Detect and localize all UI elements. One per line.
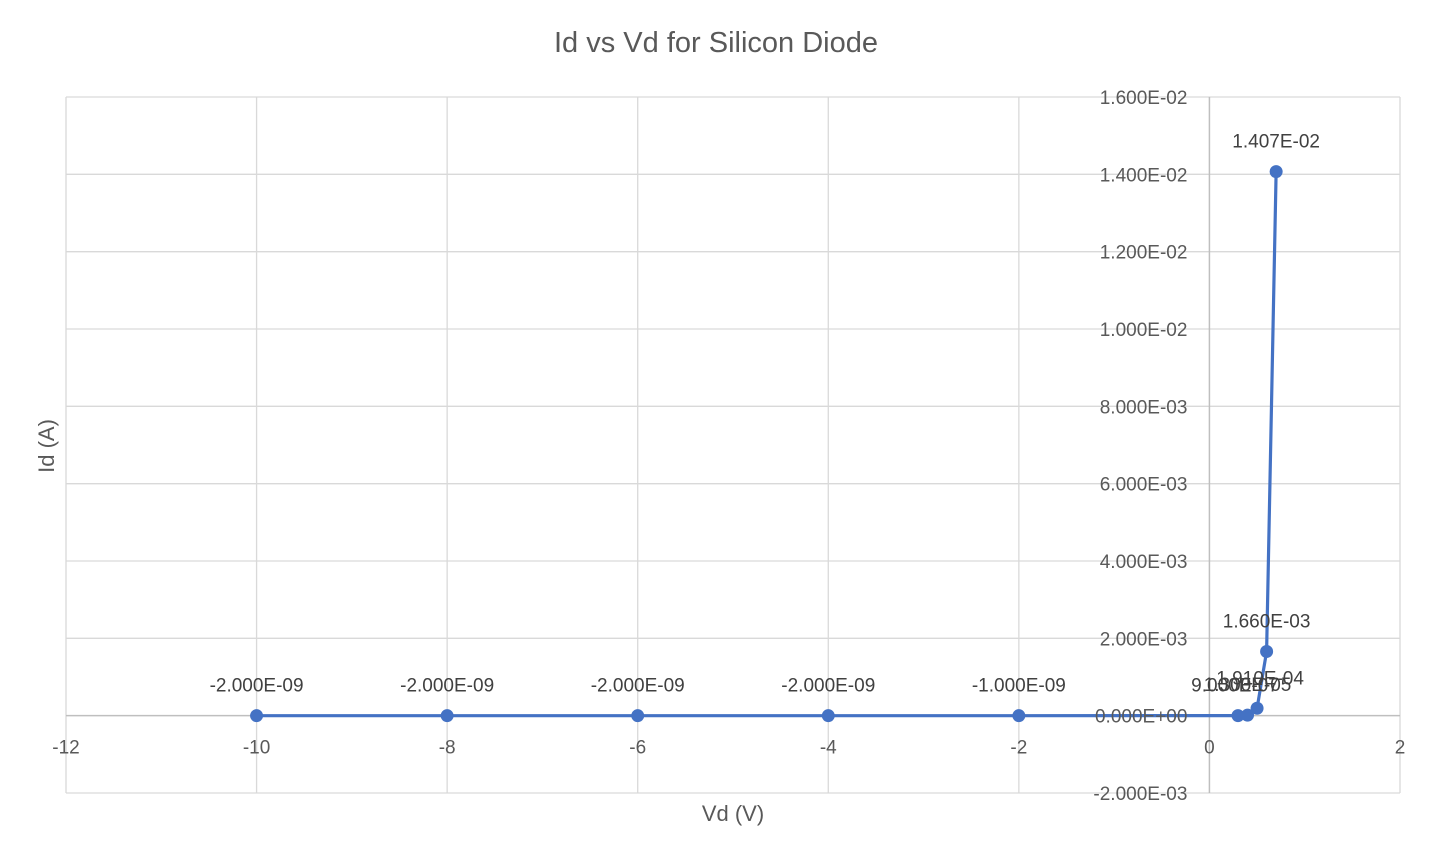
y-tick-label: 2.000E-03 — [1100, 629, 1188, 650]
x-tick-label: -6 — [629, 738, 646, 759]
series-polyline — [256, 171, 1278, 718]
x-tick-label: 2 — [1395, 738, 1406, 759]
y-tick-label: 1.400E-02 — [1100, 165, 1188, 186]
data-label: 1.910E-04 — [1216, 668, 1304, 689]
gridlines — [65, 96, 1401, 794]
data-label: 1.300E-05 — [1204, 675, 1292, 696]
x-tick-label: -4 — [820, 738, 837, 759]
data-point — [1269, 165, 1283, 179]
chart-title: Id vs Vd for Silicon Diode — [554, 27, 878, 59]
x-tick-label: -2 — [1010, 738, 1027, 759]
y-tick-label: 0.000E+00 — [1095, 707, 1187, 728]
y-tick-label: -2.000E-03 — [1093, 784, 1187, 805]
y-tick-label: 4.000E-03 — [1100, 552, 1188, 573]
y-tick-label: 8.000E-03 — [1100, 397, 1188, 418]
data-point — [1231, 709, 1245, 723]
x-tick-label: -10 — [243, 738, 270, 759]
y-tick-label: 6.000E-03 — [1100, 475, 1188, 496]
x-axis-title: Vd (V) — [702, 801, 764, 826]
y-tick-label: 1.000E-02 — [1100, 320, 1188, 341]
data-point — [631, 709, 645, 723]
series-line — [256, 171, 1278, 718]
x-tick-label: -12 — [52, 738, 79, 759]
y-axis-title: Id (A) — [34, 419, 59, 473]
data-label: 1.407E-02 — [1232, 132, 1320, 153]
data-point — [440, 709, 454, 723]
y-tick-label: 1.600E-02 — [1100, 88, 1188, 109]
data-label: -2.000E-09 — [781, 676, 875, 697]
data-label: -2.000E-09 — [591, 676, 685, 697]
x-tick-label: 0 — [1204, 738, 1215, 759]
data-label: -2.000E-09 — [400, 676, 494, 697]
data-point — [1241, 708, 1255, 722]
y-tick-label: 1.200E-02 — [1100, 243, 1188, 264]
x-tick-label: -8 — [439, 738, 456, 759]
data-label: -1.000E-09 — [972, 676, 1066, 697]
data-label: 1.660E-03 — [1223, 611, 1311, 632]
data-label: 9.000E-07 — [1191, 676, 1279, 697]
data-label: -2.000E-09 — [210, 676, 304, 697]
data-point — [250, 709, 264, 723]
data-points — [250, 165, 1283, 723]
data-point — [1250, 701, 1264, 715]
data-point — [821, 709, 835, 723]
data-labels: -2.000E-09 -2.000E-09 -2.000E-09 -2.000E-09… — [210, 132, 1320, 697]
data-point — [1012, 709, 1026, 723]
data-point — [1260, 644, 1274, 658]
tick-labels: -2.000E-03 0.000E+00 2.000E-03 4.000E-03 6.0… — [52, 88, 1405, 805]
